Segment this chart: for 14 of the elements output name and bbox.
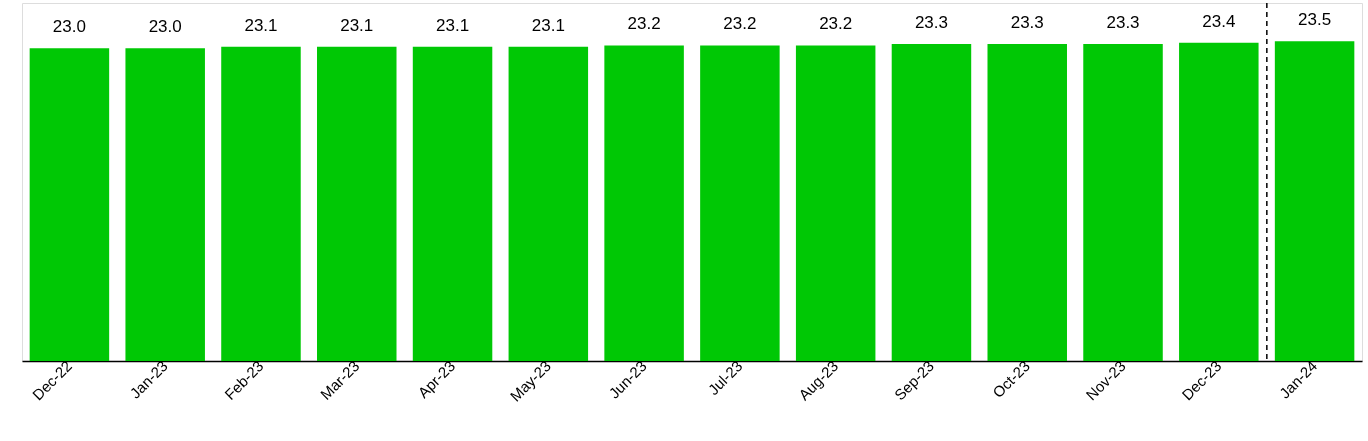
data-label: 23.1 bbox=[244, 15, 278, 35]
data-label: 23.3 bbox=[1106, 13, 1140, 33]
data-label: 23.3 bbox=[1010, 13, 1044, 33]
data-label: 23.5 bbox=[1298, 10, 1332, 30]
data-label: 23.1 bbox=[436, 15, 470, 35]
data-label: 23.1 bbox=[340, 15, 374, 35]
data-label: 23.1 bbox=[531, 15, 565, 35]
data-label: 23.2 bbox=[819, 14, 853, 34]
data-label: 23.3 bbox=[914, 13, 948, 33]
data-label: 23.0 bbox=[148, 17, 182, 37]
data-label: 23.0 bbox=[52, 17, 86, 37]
data-label: 23.4 bbox=[1202, 11, 1236, 31]
data-label: 23.2 bbox=[627, 14, 661, 34]
data-label: 23.2 bbox=[723, 14, 757, 34]
